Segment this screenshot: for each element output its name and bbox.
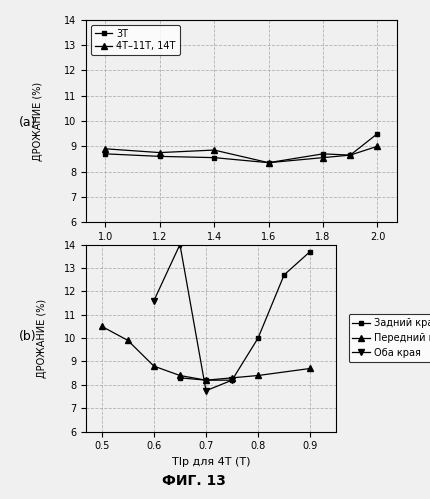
Задний край (229, 377, 234, 383)
Line: 4T–11T, 14T: 4T–11T, 14T (102, 144, 379, 166)
4T–11T, 14T (102, 146, 108, 152)
Line: Задний край: Задний край (177, 249, 312, 383)
Передний край (307, 365, 312, 371)
Оба края (151, 297, 156, 303)
Передний край (229, 375, 234, 381)
4T–11T, 14T (265, 160, 270, 166)
3T (102, 151, 108, 157)
Line: Передний край: Передний край (99, 323, 312, 383)
Задний край (177, 375, 182, 381)
Оба края (203, 388, 208, 394)
4T–11T, 14T (211, 147, 216, 153)
Задний край (203, 377, 208, 383)
4T–11T, 14T (374, 143, 379, 149)
Legend: Задний край, Передний край, Оба края: Задний край, Передний край, Оба края (348, 314, 430, 362)
3T (347, 152, 352, 158)
4T–11T, 14T (157, 150, 162, 156)
Передний край (151, 363, 156, 369)
Line: Оба края: Оба края (151, 242, 234, 394)
Передний край (177, 372, 182, 378)
Legend: 3T, 4T–11T, 14T: 3T, 4T–11T, 14T (91, 25, 179, 55)
Text: (b): (b) (19, 330, 37, 343)
X-axis label: Tle (Т): Tle (Т) (223, 248, 258, 257)
Оба края (177, 242, 182, 248)
4T–11T, 14T (347, 152, 352, 158)
4T–11T, 14T (319, 155, 325, 161)
Text: ФИГ. 13: ФИГ. 13 (162, 474, 225, 488)
Оба края (229, 377, 234, 383)
Задний край (255, 335, 260, 341)
Задний край (307, 249, 312, 254)
Передний край (255, 372, 260, 378)
3T (157, 153, 162, 159)
Y-axis label: ДРОЖАНИЕ (%): ДРОЖАНИЕ (%) (33, 81, 43, 161)
3T (265, 160, 270, 166)
Передний край (203, 377, 208, 383)
Line: 3T: 3T (103, 131, 379, 165)
3T (319, 151, 325, 157)
X-axis label: TIp для 4T (Т): TIp для 4T (Т) (172, 457, 250, 467)
Text: (a): (a) (19, 116, 37, 129)
Y-axis label: ДРОЖАНИЕ (%): ДРОЖАНИЕ (%) (37, 298, 47, 378)
3T (211, 155, 216, 161)
Передний край (125, 337, 130, 343)
3T (374, 131, 379, 137)
Задний край (281, 272, 286, 278)
Передний край (99, 323, 104, 329)
